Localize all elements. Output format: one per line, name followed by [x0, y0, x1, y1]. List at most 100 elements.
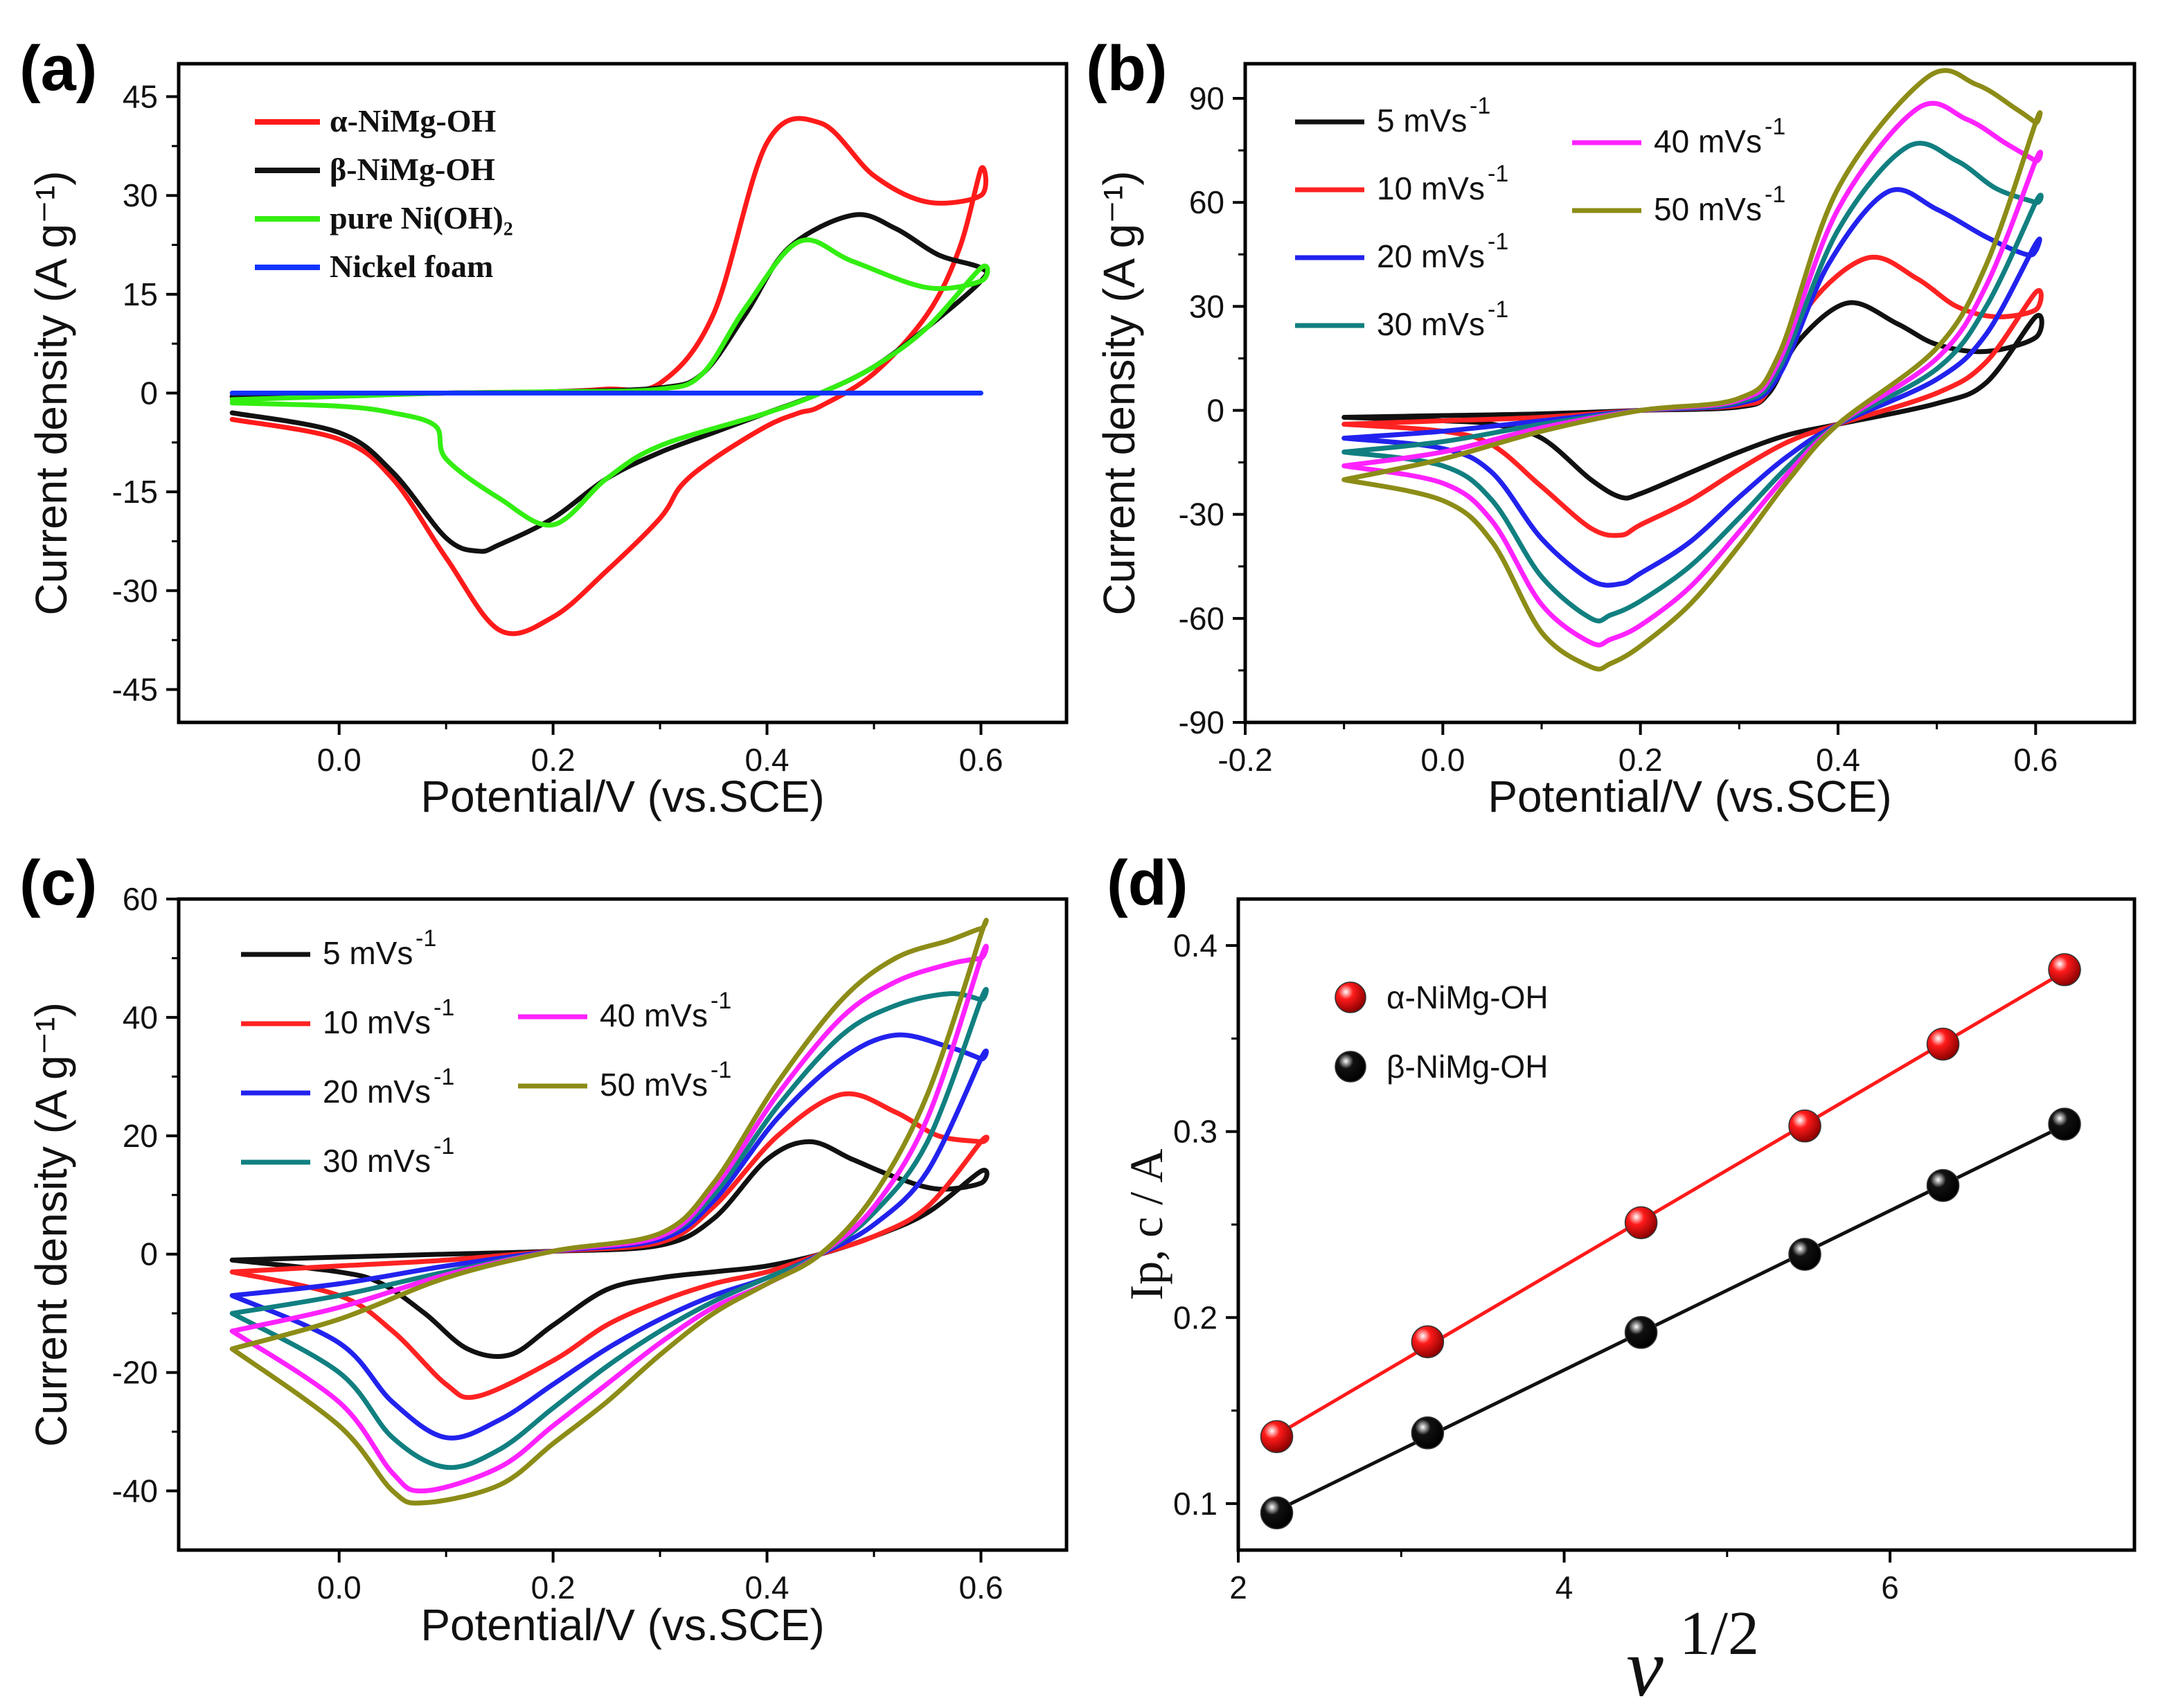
- legend-label-exponent-c: -1: [711, 988, 731, 1014]
- legend-b: 5 mVs -110 mVs -120 mVs -130 mVs -140 mVs -15…: [1295, 93, 1785, 342]
- data-point-d-1: [1260, 1496, 1294, 1530]
- legend-label-exponent-b: -1: [1470, 93, 1490, 119]
- y-tick-label-b: 30: [1189, 288, 1224, 324]
- x-tick-label-b: 0.4: [1816, 742, 1860, 778]
- x-tick-label-c: 0.2: [531, 1569, 576, 1605]
- data-point-d-0: [1926, 1027, 1960, 1061]
- legend-label-c: 50 mVs: [600, 1067, 708, 1103]
- legend-label-a: α-NiMg-OH: [330, 103, 497, 139]
- panel-label-c: (c): [19, 848, 97, 918]
- legend-label-exponent-c: -1: [434, 1133, 454, 1159]
- legend-label-b: 50 mVs: [1654, 191, 1762, 227]
- x-tick-label-b: 0.0: [1420, 742, 1465, 778]
- data-point-d-0: [2048, 953, 2081, 986]
- series-line-b-5: [1341, 68, 2043, 672]
- plot-area-c: [229, 918, 990, 1506]
- y-tick-label-c: 0: [140, 1236, 158, 1272]
- legend-label-b: 40 mVs: [1654, 123, 1762, 159]
- legend-label-exponent-b: -1: [1488, 229, 1508, 255]
- x-tick-label-d: 6: [1881, 1569, 1899, 1605]
- panel-label-b: (b): [1086, 33, 1167, 104]
- legend-label-b: 20 mVs: [1377, 238, 1485, 274]
- y-tick-label-c: 40: [123, 999, 158, 1035]
- legend-label-c: 40 mVs: [600, 997, 708, 1033]
- data-point-d-0: [1260, 1420, 1294, 1453]
- panel-label-a: (a): [19, 33, 97, 104]
- legend-label-c: 30 mVs: [323, 1143, 431, 1179]
- y-tick-label-a: -15: [112, 474, 158, 510]
- plot-frame-c: [177, 897, 1069, 1552]
- y-tick-label-a: 0: [140, 375, 158, 411]
- series-line-c-5: [229, 918, 989, 1506]
- y-tick-label-a: -45: [112, 671, 158, 707]
- data-point-d-0: [1788, 1109, 1821, 1143]
- panel-a: 0.0 0.2 0.4 0.6 -45 -30 -15 0 15 30 45 (a) Potential…: [19, 33, 1069, 821]
- x-tick-label-b: -0.2: [1218, 742, 1272, 778]
- y-tick-label-b: -90: [1179, 704, 1224, 740]
- x-axis-label-c: Potential/V (vs.SCE): [420, 1600, 824, 1650]
- legend-label-d: β-NiMg-OH: [1386, 1049, 1548, 1085]
- x-tick-label-c: 0.6: [958, 1569, 1003, 1605]
- x-tick-label-a: 0.0: [317, 742, 362, 778]
- legend-label-exponent-b: -1: [1488, 296, 1508, 323]
- legend-label-exponent-c: -1: [416, 925, 436, 952]
- x-tick-label-a: 0.2: [531, 742, 576, 778]
- x-tick-label-c: 0.4: [745, 1569, 790, 1605]
- x-tick-label-a: 0.4: [745, 742, 790, 778]
- x-axis-label-b: Potential/V (vs.SCE): [1488, 772, 1891, 821]
- y-tick-label-c: -20: [112, 1355, 158, 1391]
- x-tick-label-a: 0.6: [958, 742, 1003, 778]
- legend-label-a: Nickel foam: [330, 249, 493, 284]
- plot-area-d: [1260, 953, 2081, 1530]
- legend-label-exponent-c: -1: [434, 995, 454, 1021]
- legend-label-exponent-c: -1: [711, 1057, 731, 1083]
- y-axis-label-d: Ip, c / A: [1120, 1148, 1172, 1300]
- legend-label-a: β-NiMg-OH: [330, 152, 495, 187]
- y-axis-label-b: Current density (A g⁻¹): [1094, 171, 1144, 616]
- x-tick-label-d: 4: [1555, 1569, 1573, 1605]
- legend-label-d: α-NiMg-OH: [1386, 979, 1549, 1015]
- y-tick-label-b: 90: [1189, 80, 1224, 116]
- legend-label-b: 10 mVs: [1377, 170, 1485, 206]
- y-tick-label-a: -30: [112, 573, 158, 609]
- data-point-d-1: [1926, 1168, 1960, 1202]
- plot-frame-b: [1243, 62, 2137, 724]
- series-line-b-1: [1341, 254, 2044, 538]
- legend-marker-d: [1335, 1051, 1366, 1083]
- plot-frame-d: [1236, 897, 2137, 1552]
- panel-c: 0.0 0.2 0.4 0.6 -40 -20 0 20 40 60 (c) Potential/V …: [19, 848, 1069, 1650]
- panel-d: 2 4 6 0.1 0.2 0.3 0.4 (d) ν 1/2 Ip, c / A α-NiMg-OH…: [1107, 848, 2137, 1708]
- y-tick-label-d: 0.4: [1173, 927, 1218, 963]
- y-tick-label-c: 60: [123, 881, 158, 917]
- legend-a: α-NiMg-OH β-NiMg-OH pure Ni(OH)₂ Nickel foa…: [255, 103, 513, 284]
- y-tick-label-a: 45: [123, 79, 158, 115]
- y-tick-label-b: 60: [1189, 184, 1224, 220]
- panel-b: -0.2 0.0 0.2 0.4 0.6 -90 -60 -30 0 30 60 90 (b) Poten…: [1086, 33, 2137, 821]
- data-point-d-0: [1624, 1206, 1658, 1240]
- legend-label-c: 20 mVs: [323, 1074, 431, 1110]
- panel-label-d: (d): [1107, 848, 1188, 918]
- legend-label-exponent-c: -1: [434, 1064, 454, 1090]
- x-axis-label-a: Potential/V (vs.SCE): [420, 772, 824, 821]
- x-axis-label-d: ν: [1626, 1621, 1664, 1708]
- y-tick-label-c: 20: [123, 1118, 158, 1154]
- x-axis-label-superscript-d: 1/2: [1679, 1599, 1759, 1668]
- legend-label-exponent-b: -1: [1765, 114, 1785, 140]
- x-tick-label-c: 0.0: [317, 1569, 362, 1605]
- legend-label-exponent-b: -1: [1488, 161, 1508, 187]
- data-point-d-1: [1624, 1316, 1658, 1349]
- series-line-a-0: [229, 116, 988, 637]
- legend-label-a: pure Ni(OH)₂: [330, 200, 513, 235]
- plot-area-b: [1341, 68, 2044, 672]
- y-tick-label-d: 0.1: [1173, 1486, 1218, 1522]
- x-tick-label-d: 2: [1229, 1569, 1247, 1605]
- y-tick-label-d: 0.2: [1173, 1299, 1218, 1335]
- y-tick-label-b: -30: [1179, 497, 1224, 533]
- data-point-d-1: [2048, 1107, 2081, 1141]
- y-tick-label-d: 0.3: [1173, 1114, 1218, 1150]
- y-tick-label-b: -60: [1179, 601, 1224, 637]
- data-point-d-0: [1411, 1325, 1445, 1358]
- legend-c: 5 mVs -110 mVs -120 mVs -130 mVs -140 mVs -15…: [241, 925, 731, 1179]
- y-axis-label-c: Current density (A g⁻¹): [26, 1002, 76, 1447]
